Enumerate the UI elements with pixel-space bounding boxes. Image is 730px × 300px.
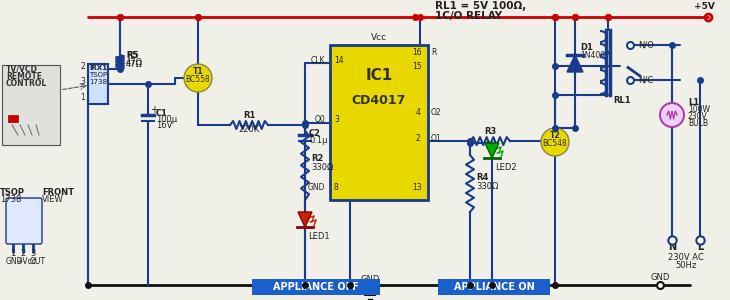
Text: CONTROL: CONTROL [6,79,47,88]
Text: REMOTE: REMOTE [6,72,42,81]
Text: 1738: 1738 [0,195,21,204]
Text: D1: D1 [580,43,593,52]
Text: N/O: N/O [638,40,654,50]
Text: O2: O2 [431,108,442,117]
Text: 15: 15 [412,62,422,71]
Text: R2: R2 [311,154,323,163]
Bar [2,65,60,145]
Text: T2: T2 [550,131,561,140]
Text: IRX1: IRX1 [89,65,107,71]
Circle shape [660,103,684,127]
Text: N: N [668,242,676,252]
Text: 220K: 220K [239,125,260,134]
Polygon shape [485,143,499,158]
Circle shape [541,128,569,156]
Text: 16V: 16V [156,121,172,130]
Text: TSOP: TSOP [0,188,25,197]
Text: 2: 2 [20,249,26,258]
Polygon shape [298,212,312,227]
Text: OUT: OUT [30,257,46,266]
Text: C2: C2 [309,129,321,138]
Text: 47Ω: 47Ω [126,60,143,69]
Text: L: L [697,242,703,252]
Text: R3: R3 [484,127,496,136]
Text: TSOP: TSOP [89,72,107,78]
Text: GND: GND [361,275,380,284]
Circle shape [184,64,212,92]
Text: 3: 3 [334,116,339,124]
Text: +Vcc: +Vcc [16,257,36,266]
Text: BC548: BC548 [542,139,567,148]
Text: CLK: CLK [310,56,325,65]
Text: 3: 3 [31,249,36,258]
Text: R5: R5 [126,51,139,60]
Text: GND: GND [307,183,325,192]
Text: 100W: 100W [688,105,710,114]
Text: 47Ω: 47Ω [126,58,143,67]
Text: 1: 1 [10,249,15,258]
Text: 1C/O RELAY: 1C/O RELAY [435,11,502,21]
Text: 8: 8 [334,183,339,192]
Text: C1: C1 [156,109,168,118]
Text: 14: 14 [334,56,344,65]
Text: RL1 = 5V 100Ω,: RL1 = 5V 100Ω, [435,1,526,11]
Text: 1738: 1738 [89,79,107,85]
Text: 2: 2 [80,62,85,71]
Polygon shape [567,55,583,72]
Text: BC558: BC558 [185,75,210,84]
Text: 330Ω: 330Ω [476,182,499,190]
Text: FRONT: FRONT [42,188,74,197]
Bar [252,279,380,295]
Text: O1: O1 [431,134,442,143]
FancyBboxPatch shape [6,198,42,244]
Text: IC1: IC1 [366,68,393,82]
Text: APPLIANCE ON: APPLIANCE ON [453,282,534,292]
Text: 1K: 1K [485,141,496,150]
Text: 100μ: 100μ [156,115,177,124]
Text: 2: 2 [416,134,420,143]
Text: CD4017: CD4017 [352,94,406,106]
Text: LED1: LED1 [308,232,330,241]
Text: 330Ω: 330Ω [311,163,334,172]
Text: VIEW: VIEW [42,195,64,204]
Text: Vcc: Vcc [371,33,387,42]
Text: 4: 4 [416,108,421,117]
Text: O0: O0 [314,116,325,124]
Text: L1: L1 [688,98,699,107]
Text: GND: GND [650,273,669,282]
Text: 13: 13 [412,183,422,192]
Text: APPLIANCE OFF: APPLIANCE OFF [273,282,359,292]
Bar [88,64,108,104]
Text: 3: 3 [80,77,85,86]
Bar [330,45,428,200]
Text: 230V AC: 230V AC [668,253,704,262]
Text: N/C: N/C [638,76,653,85]
Text: 50Hz: 50Hz [675,261,696,270]
Text: GND: GND [6,257,23,266]
Text: RL1: RL1 [613,96,631,105]
Text: R: R [431,48,437,57]
Text: R4: R4 [476,172,488,182]
Text: R5: R5 [126,51,139,60]
Bar [438,279,550,295]
Text: BULB: BULB [688,119,708,128]
Text: R1: R1 [243,111,255,120]
Text: 0.1μ: 0.1μ [309,136,328,145]
Text: 1N4007: 1N4007 [580,51,610,60]
Bar [8,115,18,122]
Text: +5V: +5V [694,2,715,11]
Text: +: + [150,105,158,115]
Text: 16: 16 [412,48,422,57]
Text: 1: 1 [80,93,85,102]
Text: T1: T1 [193,67,204,76]
Text: 230V: 230V [688,112,708,121]
Text: LED2: LED2 [495,163,517,172]
Text: TV/VCD: TV/VCD [6,65,38,74]
